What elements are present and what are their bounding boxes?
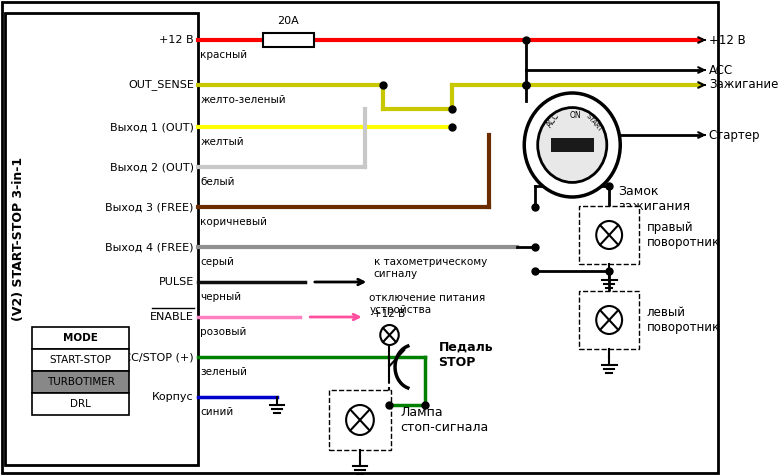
Text: OUT_SENSE: OUT_SENSE xyxy=(128,79,193,90)
Text: серый: серый xyxy=(200,257,234,267)
Text: розовый: розовый xyxy=(200,327,246,337)
Bar xyxy=(32,393,129,415)
Text: Педаль
STOP: Педаль STOP xyxy=(438,341,493,369)
Text: ACC: ACC xyxy=(709,64,733,76)
Text: ACC/STOP (+): ACC/STOP (+) xyxy=(116,352,193,362)
Text: 20A: 20A xyxy=(278,16,300,26)
Circle shape xyxy=(537,107,607,182)
Text: ENABLE: ENABLE xyxy=(150,312,193,322)
Text: желто-зеленый: желто-зеленый xyxy=(200,95,286,105)
Text: Зажигание: Зажигание xyxy=(709,78,778,92)
Text: DRL: DRL xyxy=(70,399,91,409)
Text: Выход 4 (FREE): Выход 4 (FREE) xyxy=(105,242,193,252)
Text: Лампа
стоп-сигнала: Лампа стоп-сигнала xyxy=(401,406,489,434)
Text: коричневый: коричневый xyxy=(200,217,268,227)
Text: белый: белый xyxy=(200,177,235,187)
Text: START: START xyxy=(585,113,604,133)
Text: MODE: MODE xyxy=(63,333,98,343)
Text: Замок
зажигания: Замок зажигания xyxy=(619,185,690,213)
Text: Корпус: Корпус xyxy=(152,392,193,402)
Bar xyxy=(263,33,314,47)
Circle shape xyxy=(381,325,399,345)
Text: START-STOP: START-STOP xyxy=(50,355,112,365)
Text: (V2) START-STOP 3-in-1: (V2) START-STOP 3-in-1 xyxy=(12,157,25,321)
Text: +12 В: +12 В xyxy=(374,309,406,319)
Text: синий: синий xyxy=(200,407,233,417)
Text: зеленый: зеленый xyxy=(200,367,247,377)
Bar xyxy=(328,390,392,450)
Text: TURBOTIMER: TURBOTIMER xyxy=(47,377,115,387)
Bar xyxy=(580,206,639,264)
Text: ACC: ACC xyxy=(546,111,562,129)
Bar xyxy=(32,349,129,371)
Text: +12 В: +12 В xyxy=(709,34,746,47)
Circle shape xyxy=(524,93,620,197)
Text: левый
поворотник: левый поворотник xyxy=(647,306,720,334)
Text: черный: черный xyxy=(200,292,242,302)
Text: к тахометрическому
сигналу: к тахометрическому сигналу xyxy=(374,257,487,279)
Text: Выход 3 (FREE): Выход 3 (FREE) xyxy=(105,202,193,212)
Bar xyxy=(5,13,198,465)
Bar xyxy=(580,291,639,349)
Circle shape xyxy=(346,405,374,435)
Text: желтый: желтый xyxy=(200,137,244,147)
Text: Выход 1 (OUT): Выход 1 (OUT) xyxy=(110,122,193,132)
Text: ON: ON xyxy=(569,111,581,120)
Text: отключение питания
устройства: отключение питания устройства xyxy=(369,294,485,315)
Bar xyxy=(32,327,129,349)
Circle shape xyxy=(596,306,622,334)
Bar xyxy=(551,138,594,152)
Text: Выход 2 (OUT): Выход 2 (OUT) xyxy=(110,162,193,172)
Text: Стартер: Стартер xyxy=(709,129,760,142)
Bar xyxy=(32,371,129,393)
Text: правый
поворотник: правый поворотник xyxy=(647,221,720,249)
Circle shape xyxy=(596,221,622,249)
Text: +12 В: +12 В xyxy=(159,35,193,45)
Text: красный: красный xyxy=(200,50,247,60)
Text: PULSE: PULSE xyxy=(158,277,193,287)
